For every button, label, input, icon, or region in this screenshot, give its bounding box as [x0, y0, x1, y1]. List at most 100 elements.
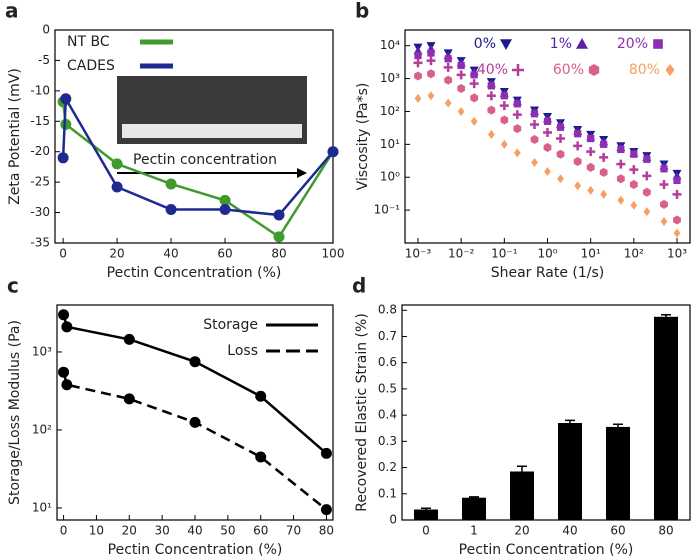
marker [673, 215, 681, 225]
x-tick-label: 80 [271, 247, 286, 261]
y-tick-label: 10¹ [380, 137, 400, 151]
x-tick-label: 80 [658, 524, 673, 538]
marker [599, 152, 609, 162]
marker [530, 110, 539, 118]
marker [111, 181, 123, 193]
x-tick-label: 10⁻¹ [491, 247, 518, 261]
y-tick-label: 0.1 [378, 486, 397, 500]
x-tick-label: 20 [514, 524, 529, 538]
y-axis-label: Recovered Elastic Strain (%) [354, 313, 370, 512]
marker [617, 145, 625, 154]
marker [444, 55, 452, 63]
plot-frame [54, 29, 334, 244]
y-tick-label: -25 [30, 175, 50, 189]
inset-vials [122, 124, 302, 138]
inset-arrowhead [297, 168, 307, 178]
plot-frame [401, 304, 691, 521]
x-tick-label: 20 [109, 247, 124, 261]
marker [513, 100, 521, 108]
marker [414, 93, 422, 103]
marker [556, 149, 565, 159]
legend-marker [576, 38, 588, 49]
y-tick-label: 10⁰ [380, 170, 400, 184]
marker [58, 309, 70, 321]
marker [616, 159, 626, 169]
marker [544, 166, 551, 176]
marker [487, 82, 495, 90]
legend-label: 40% [477, 62, 508, 78]
marker [555, 134, 565, 144]
marker [499, 101, 509, 111]
x-tick-label: 0 [60, 524, 68, 538]
marker [617, 195, 625, 205]
marker [556, 123, 565, 131]
x-tick-label: 10⁻² [448, 247, 475, 261]
x-axis-label: Shear Rate (1/s) [491, 265, 605, 281]
series-line [62, 371, 328, 511]
marker [500, 115, 509, 125]
marker [469, 79, 479, 89]
y-tick-label: 10² [380, 104, 400, 118]
marker [629, 180, 638, 190]
marker [470, 71, 478, 79]
marker [574, 130, 582, 138]
marker [273, 209, 285, 221]
marker [58, 366, 70, 378]
y-tick-label: 0.5 [378, 381, 397, 395]
y-tick-label: 0.2 [378, 460, 397, 474]
x-tick-label: 60 [217, 247, 232, 261]
marker [57, 152, 69, 164]
marker [427, 49, 435, 57]
legend-label: 0% [474, 36, 496, 52]
bar [414, 509, 438, 520]
legend-label: 1% [550, 36, 572, 52]
y-axis-label: Zeta Potential (mV) [7, 68, 23, 205]
y-axis-label: Storage/Loss Modulus (Pa) [7, 320, 23, 505]
marker [543, 143, 552, 153]
x-tick-label: 40 [163, 247, 178, 261]
bar [462, 497, 486, 520]
marker [616, 174, 625, 184]
y-tick-label: 0 [42, 23, 50, 37]
x-tick-label: 1 [470, 524, 478, 538]
marker [457, 106, 465, 116]
x-tick-label: 10 [89, 524, 104, 538]
y-tick-label: -35 [30, 236, 50, 250]
y-tick-label: -15 [30, 114, 50, 128]
marker [642, 171, 652, 181]
marker [414, 71, 422, 81]
x-tick-label: 80 [319, 524, 334, 538]
legend-marker [653, 39, 663, 49]
marker [513, 124, 522, 134]
marker [255, 390, 267, 402]
marker [414, 51, 422, 60]
y-tick-label: 0.8 [378, 303, 397, 317]
legend-label: 60% [553, 62, 584, 78]
panel-label: b [355, 0, 369, 23]
marker [444, 75, 453, 85]
x-axis-label: Pectin Concentration (%) [107, 265, 282, 281]
marker [470, 93, 479, 103]
marker [630, 200, 638, 210]
x-tick-label: 10⁻³ [405, 247, 432, 261]
y-tick-label: 10³ [380, 71, 400, 85]
marker [672, 189, 682, 199]
x-tick-label: 0 [59, 247, 67, 261]
marker [189, 416, 201, 428]
legend-label: Loss [227, 343, 258, 359]
x-tick-label: 40 [562, 524, 577, 538]
marker [320, 447, 332, 459]
marker [630, 150, 638, 158]
error-bar [469, 496, 479, 500]
marker [500, 139, 508, 149]
legend-marker [512, 64, 524, 76]
error-bar [661, 313, 671, 320]
y-tick-label: 0.4 [378, 408, 397, 422]
marker [659, 180, 669, 190]
y-tick-label: 0.7 [378, 329, 397, 343]
x-tick-label: 40 [187, 524, 202, 538]
marker [456, 70, 466, 80]
x-tick-label: 10² [624, 247, 644, 261]
marker [512, 110, 522, 120]
